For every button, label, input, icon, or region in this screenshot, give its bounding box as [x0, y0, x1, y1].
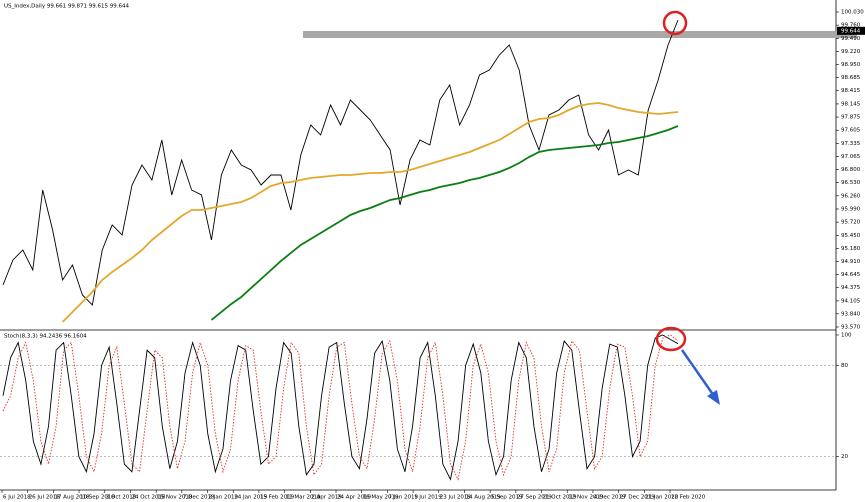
series-line [2, 19, 679, 306]
x-tick-label: 24 Apr 2019 [337, 495, 372, 501]
y-tick-label: 94.375 [841, 285, 861, 291]
series-line [2, 334, 679, 481]
y-tick-label: 94.105 [841, 298, 861, 304]
y-tick-label: 95.450 [841, 233, 861, 239]
y-tick-label: 100.030 [841, 9, 864, 15]
y-tick-label: 97.605 [841, 128, 861, 134]
x-tick-label: 4 Dec 2019 [594, 495, 626, 501]
y-tick-label: 94.645 [841, 272, 861, 278]
highlight-circle [655, 326, 687, 352]
y-tick-label: 96.530 [841, 180, 861, 186]
y-tick-label: 98.685 [841, 75, 861, 81]
x-tick-label: 3 Oct 2018 [106, 495, 137, 501]
y-tick-label: 99.490 [841, 36, 861, 42]
x-tick-label: 15 Nov 2018 [157, 495, 193, 501]
current-price-label: 99.644 [841, 28, 861, 34]
y-tick-label: 99.760 [841, 23, 861, 29]
y-tick-label: 95.720 [841, 220, 861, 226]
x-tick-label: 27 Sep 2019 [517, 495, 552, 501]
x-tick-label: 6 Jul 2018 [3, 495, 31, 501]
y-tick-label: 98.145 [841, 101, 861, 107]
x-tick-label: 21 Oct 2019 [543, 495, 578, 501]
y-tick-label: 97.065 [841, 154, 861, 160]
arrow-shaft [680, 349, 716, 397]
y-tick-label: 97.875 [841, 115, 861, 121]
x-tick-label: 12 Nov 2019 [568, 495, 604, 501]
x-tick-label: 15 Feb 2019 [260, 495, 295, 501]
y-tick-label: 99.220 [841, 49, 861, 55]
series-line [210, 125, 679, 321]
y-tick-label: 97.335 [841, 141, 861, 147]
x-tick-label: 2 Jan 2019 [209, 495, 239, 501]
x-tick-label: 14 Aug 2019 [465, 495, 501, 501]
x-tick-label: 2 Apr 2019 [311, 495, 342, 501]
x-tick-label: 10 Sep 2018 [80, 495, 115, 501]
x-tick-label: 17 Aug 2018 [54, 495, 90, 501]
y-tick-label: 20 [841, 454, 848, 460]
y-tick-label: 96.260 [841, 193, 861, 199]
y-tick-label: 93.840 [841, 311, 861, 317]
plot-layer: 93.570 93.840 94.105 94.375 94.645 94.910 95.1… [0, 9, 865, 501]
y-tick-label: 95.990 [841, 206, 861, 212]
x-tick-label: 5 Sep 2019 [491, 495, 523, 501]
x-tick-label: 23 Jul 2019 [440, 495, 472, 501]
resistance-zone [303, 31, 857, 38]
current-price-box [837, 26, 865, 35]
y-tick-label: 96.800 [841, 167, 861, 173]
x-tick-label: 24 Jan 2019 [234, 495, 267, 501]
y-tick-label: 98.950 [841, 62, 861, 68]
indicator-title: Stoch(8,3,3) 94.2436 96.1604 [4, 334, 87, 340]
y-tick-label: 100 [841, 332, 852, 338]
highlight-circle [662, 10, 688, 36]
x-tick-label: 26 Jul 2018 [29, 495, 61, 501]
x-tick-label: 24 Oct 2018 [131, 495, 166, 501]
arrow-head [707, 390, 720, 405]
x-tick-label: 11 Mar 2019 [286, 495, 321, 501]
x-tick-label: 7 Dec 2018 [183, 495, 215, 501]
x-tick-label: 16 May 2019 [363, 495, 399, 501]
x-tick-label: 21 Jan 2020 [645, 495, 678, 501]
y-tick-label: 80 [841, 363, 848, 369]
x-tick-label: 7 Jun 2019 [388, 495, 418, 501]
y-tick-label: 95.180 [841, 246, 861, 252]
y-tick-label: 93.570 [841, 324, 861, 330]
x-tick-label: 1 Jul 2019 [414, 495, 442, 501]
x-tick-label: 27 Dec 2019 [620, 495, 656, 501]
y-tick-label: 94.910 [841, 259, 861, 265]
y-tick-label: 98.415 [841, 88, 861, 94]
x-tick-label: 12 Feb 2020 [671, 495, 706, 501]
chart-title: US_Index,Daily 99.661 99.871 99.615 99.6… [4, 4, 130, 10]
series-line [61, 102, 679, 323]
